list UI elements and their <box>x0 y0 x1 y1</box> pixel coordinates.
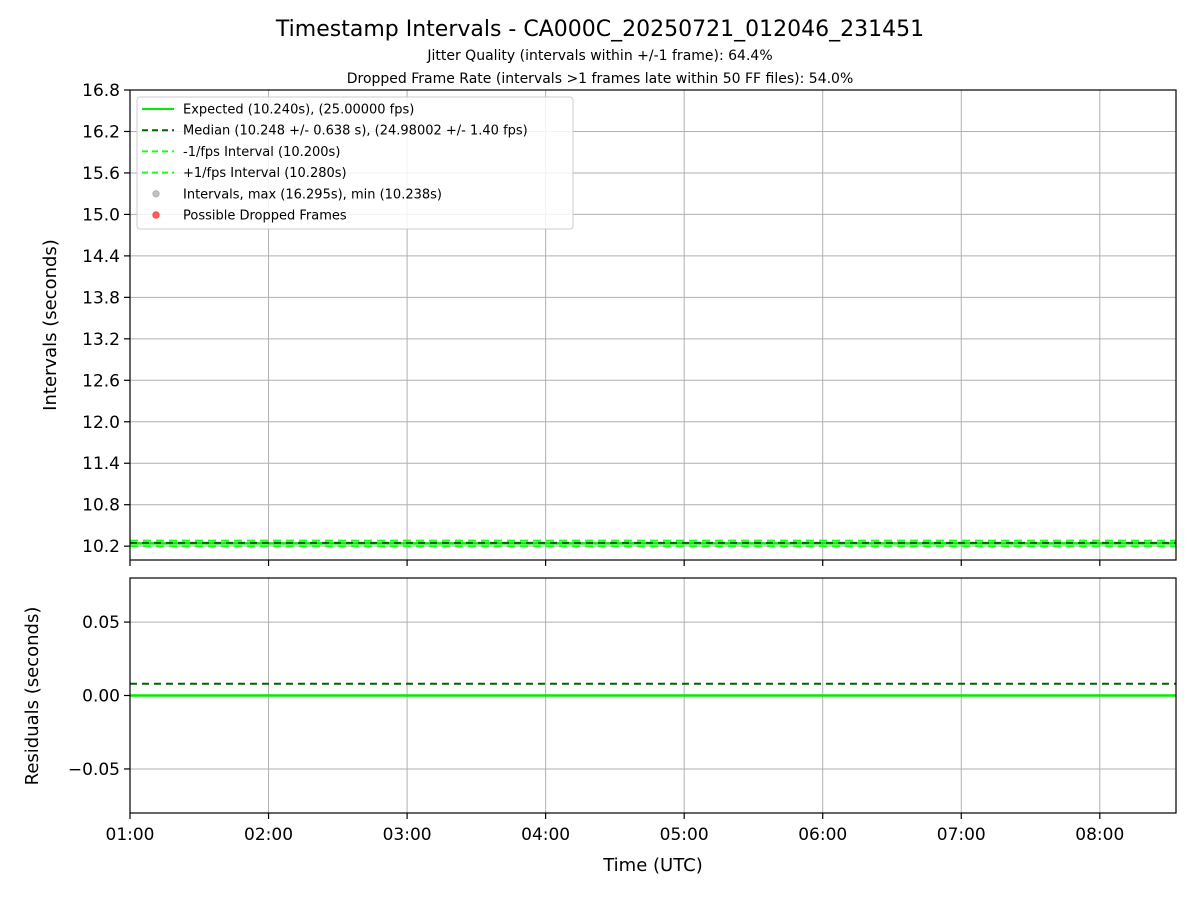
intervals-frame <box>129 89 1177 561</box>
chart-subtitle-jitter: Jitter Quality (intervals within +/-1 fr… <box>426 48 772 64</box>
legend-label: Median (10.248 +/- 0.638 s), (24.98002 +… <box>183 124 528 139</box>
legend-marker <box>152 190 160 198</box>
intervals-ytick-label: 13.2 <box>82 330 120 350</box>
intervals-ytick-label: 11.4 <box>82 454 120 474</box>
residuals-ytick-label: −0.05 <box>68 760 120 780</box>
legend-box <box>136 96 574 230</box>
legend-label: Intervals, max (16.295s), min (10.238s) <box>183 187 442 202</box>
intervals-ytick-label: 15.6 <box>82 164 120 184</box>
intervals-ytick-label: 15.0 <box>82 205 120 225</box>
intervals-ticks: 10.2 10.8 11.4 12.0 12.6 13.2 13.8 14.4 15.0 15.6… <box>82 81 1101 566</box>
residuals-xtick-label: 08:00 <box>1075 825 1124 845</box>
legend-marker <box>152 211 160 219</box>
intervals-ytick-label: 10.2 <box>82 537 120 557</box>
legend-label: -1/fps Interval (10.200s) <box>183 145 340 160</box>
legend-label: +1/fps Interval (10.280s) <box>183 166 347 181</box>
legend: Expected (10.240s), (25.00000 fps) Median… <box>136 96 574 230</box>
legend-label: Possible Dropped Frames <box>183 209 347 224</box>
legend-label: Expected (10.240s), (25.00000 fps) <box>183 103 414 118</box>
intervals-ytick-label: 10.8 <box>82 496 120 516</box>
residuals-xtick-label: 06:00 <box>798 825 847 845</box>
residuals-ylabel: Residuals (seconds) <box>22 607 43 786</box>
intervals-panel: 10.2 10.8 11.4 12.0 12.6 13.2 13.8 14.4 15.0 15.6… <box>40 81 1177 566</box>
intervals-reference-lines <box>130 539 1176 548</box>
intervals-ylabel: Intervals (seconds) <box>40 239 61 411</box>
residuals-xtick-label: 02:00 <box>244 825 293 845</box>
chart-title: Timestamp Intervals - CA000C_20250721_01… <box>275 17 924 42</box>
residuals-xtick-label: 07:00 <box>937 825 986 845</box>
intervals-ytick-label: 12.0 <box>82 413 120 433</box>
residuals-xtick-label: 03:00 <box>383 825 432 845</box>
residuals-ytick-label: 0.05 <box>82 613 120 633</box>
residuals-panel: 01:00 02:00 03:00 04:00 05:00 06:00 07:00 08:00… <box>22 577 1177 876</box>
residuals-xtick-label: 01:00 <box>106 825 155 845</box>
residuals-xtick-label: 05:00 <box>660 825 709 845</box>
residuals-xtick-label: 04:00 <box>521 825 570 845</box>
intervals-ytick-label: 16.2 <box>82 122 120 142</box>
intervals-ytick-label: 12.6 <box>82 371 120 391</box>
chart-subtitle-dropped: Dropped Frame Rate (intervals >1 frames … <box>347 71 854 87</box>
intervals-ytick-label: 16.8 <box>82 81 120 101</box>
residuals-reference-lines <box>130 682 1176 697</box>
intervals-ytick-label: 14.4 <box>82 247 120 267</box>
intervals-ytick-label: 13.8 <box>82 288 120 308</box>
residuals-ticks: 01:00 02:00 03:00 04:00 05:00 06:00 07:00 08:00… <box>68 613 1124 845</box>
residuals-xlabel: Time (UTC) <box>602 855 703 876</box>
intervals-grid <box>129 89 1176 560</box>
residuals-ytick-label: 0.00 <box>82 687 120 707</box>
